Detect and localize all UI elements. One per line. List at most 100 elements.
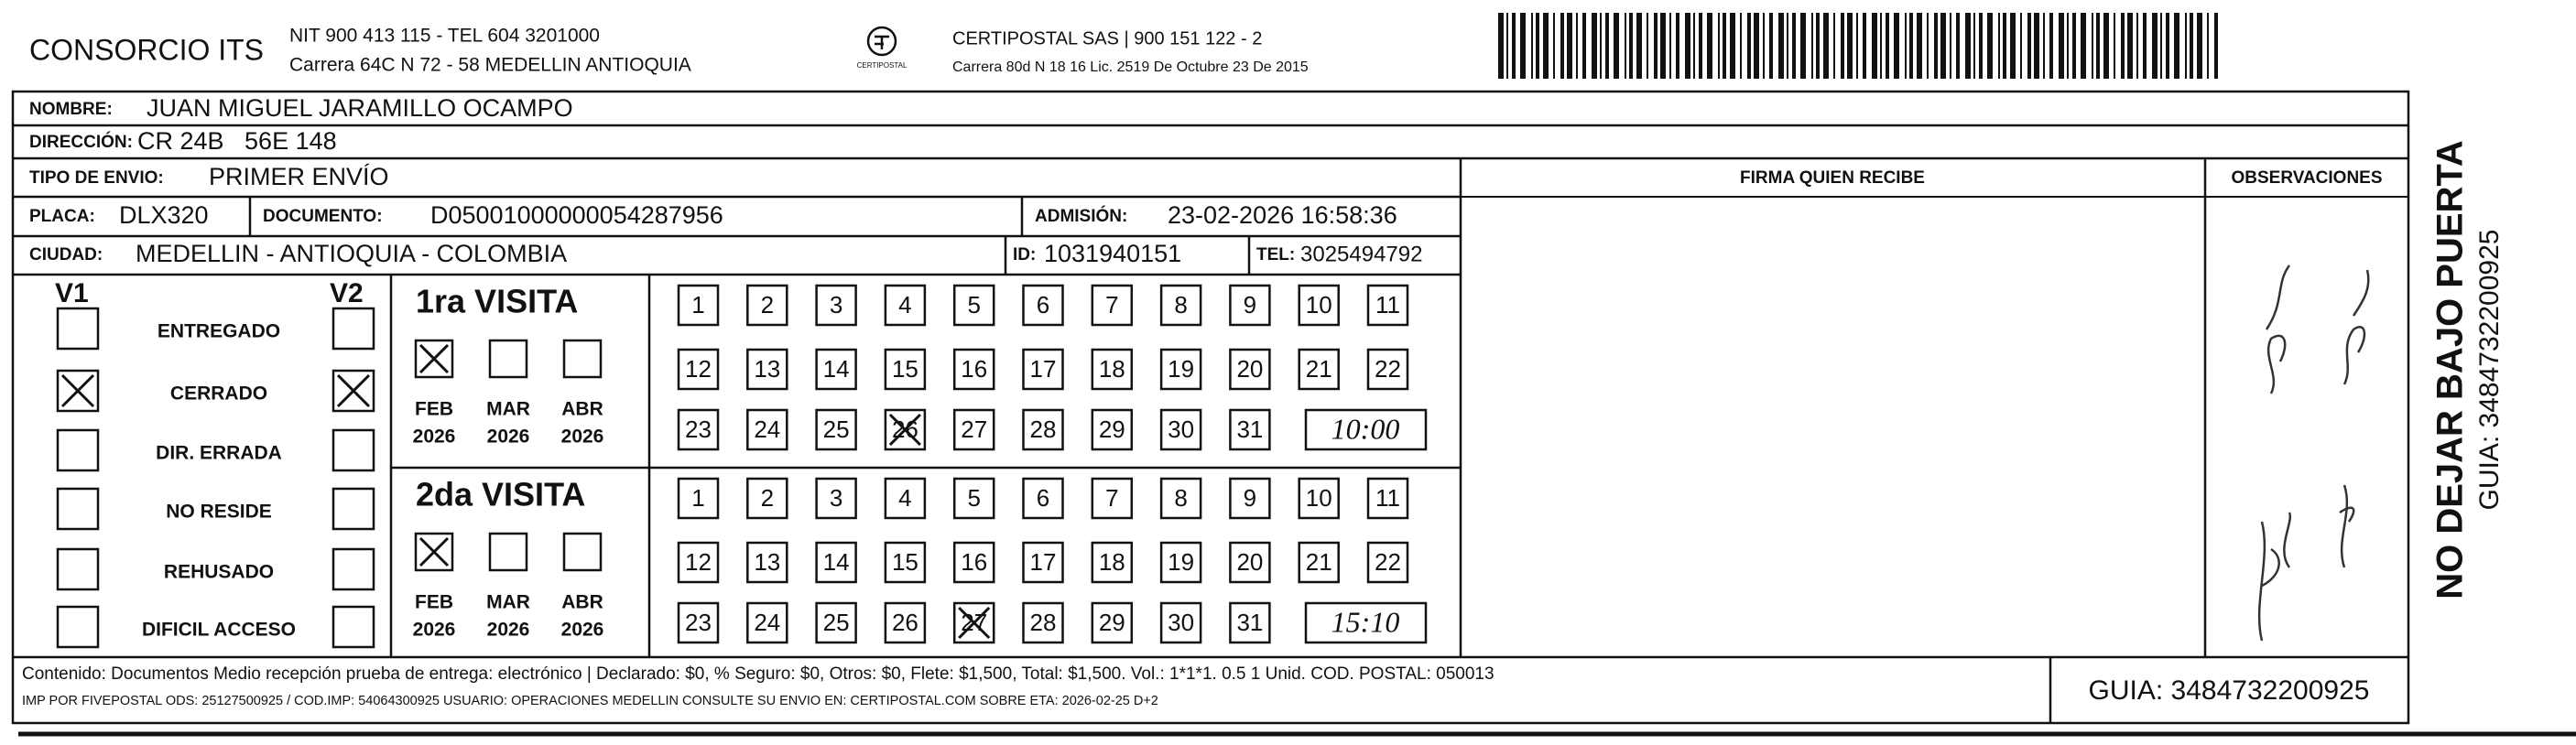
day-box: [1366, 477, 1409, 520]
day-number: 17: [1030, 548, 1057, 576]
v2-label: V2: [330, 278, 364, 308]
day-box: [1298, 477, 1340, 520]
status-label: NO RESIDE: [166, 502, 272, 523]
day-number: 18: [1099, 355, 1125, 383]
day-box: [1022, 541, 1064, 584]
field-value: 3025494792: [1300, 242, 1422, 266]
barcode-bar: [2010, 13, 2016, 79]
month-label: FEB: [415, 399, 453, 420]
footer-contents: Contenido: Documentos Medio recepción pr…: [22, 664, 1495, 684]
day-number: 15: [892, 355, 918, 383]
day-number: 13: [754, 355, 780, 383]
month-year: 2026: [413, 620, 456, 641]
month-label: ABR: [561, 592, 603, 613]
barcode-bar: [2003, 13, 2006, 79]
company-address: Carrera 64C N 72 - 58 MEDELLIN ANTIOQUIA: [289, 55, 691, 76]
day-number: 9: [1244, 484, 1256, 512]
day-box: [1091, 477, 1134, 520]
day-box: [815, 601, 857, 644]
day-box: [952, 477, 995, 520]
day-box: [1022, 348, 1064, 391]
day-box: [1091, 284, 1134, 327]
time-box: [1304, 601, 1428, 644]
day-box: [952, 284, 995, 327]
day-box: [1159, 601, 1202, 644]
visit-title: 2da VISITA: [416, 476, 585, 513]
day-box: [677, 408, 720, 451]
day-box: [884, 348, 927, 391]
barcode-bar: [2092, 13, 2093, 79]
carrier-address: Carrera 80d N 18 16 Lic. 2519 De Octubre…: [952, 59, 1309, 75]
barcode-bar: [1543, 13, 1549, 79]
barcode-bar: [2190, 13, 2193, 79]
day-box: [1229, 601, 1271, 644]
day-number: 29: [1099, 609, 1125, 636]
day-box: [815, 477, 857, 520]
field-label: PLACA:: [29, 207, 95, 226]
v1-checkbox: [56, 547, 100, 591]
day-box: [1229, 284, 1271, 327]
barcode-bar: [2185, 13, 2187, 79]
barcode-bar: [1676, 13, 1679, 79]
day-number: 31: [1236, 609, 1263, 636]
barcode-bar: [2059, 13, 2064, 79]
month-year: 2026: [561, 620, 604, 641]
field-value: PRIMER ENVÍO: [209, 163, 389, 190]
barcode-bar: [1763, 13, 1765, 79]
day-number: 14: [823, 548, 850, 576]
day-box: [746, 541, 788, 584]
day-number: 14: [823, 355, 850, 383]
check-mark: [888, 413, 921, 447]
day-number: 16: [961, 355, 987, 383]
field-value: CR 24B 56E 148: [137, 127, 337, 155]
carrier: CERTIPOSTAL SAS | 900 151 122 - 2: [952, 28, 1262, 49]
barcode-bar: [1998, 13, 2000, 79]
status-label: ENTREGADO: [158, 321, 280, 342]
check-mark: [60, 373, 95, 408]
barcode-bar: [1917, 13, 1922, 79]
month-checkbox: [488, 339, 528, 379]
barcode-bar: [1669, 13, 1671, 79]
barcode-bar: [1592, 13, 1597, 79]
barcode-bar: [2174, 13, 2179, 79]
barcode-bar: [2043, 13, 2045, 79]
barcode-bar: [1506, 13, 1508, 79]
day-number: 25: [823, 416, 850, 443]
day-number: 17: [1030, 355, 1057, 383]
v2-checkbox: [332, 605, 375, 649]
day-box: [1022, 477, 1064, 520]
day-number: 24: [754, 609, 780, 636]
day-box: [815, 284, 857, 327]
barcode-bar: [1847, 13, 1853, 79]
barcode: [1498, 13, 2218, 79]
barcode-bar: [1647, 13, 1648, 79]
field-value: 23-02-2026 16:58:36: [1168, 201, 1397, 229]
day-box: [952, 541, 995, 584]
barcode-bar: [1905, 13, 1907, 79]
day-number: 25: [823, 609, 850, 636]
day-number: 3: [830, 291, 842, 319]
barcode-bar: [1685, 13, 1690, 79]
day-number: 21: [1306, 548, 1332, 576]
day-box: [1091, 408, 1134, 451]
v1-checkbox: [56, 605, 100, 649]
barcode-bar: [1856, 13, 1858, 79]
barcode-bar: [1636, 13, 1642, 79]
status-label: CERRADO: [170, 383, 267, 405]
day-number: 28: [1030, 609, 1057, 636]
month-year: 2026: [487, 426, 530, 448]
day-number: 13: [754, 548, 780, 576]
day-number: 30: [1168, 416, 1194, 443]
day-box: [1366, 541, 1409, 584]
side-guide: GUIA: 3484732200925: [2474, 230, 2505, 511]
day-box: [1366, 348, 1409, 391]
barcode-bar: [2197, 13, 2202, 79]
barcode-bar: [1567, 13, 1572, 79]
barcode-bar: [1979, 13, 1983, 79]
day-box: [1298, 348, 1340, 391]
day-number: 7: [1105, 291, 1118, 319]
barcode-bar: [1909, 13, 1913, 79]
day-number: 22: [1375, 548, 1401, 576]
day-number: 5: [967, 484, 980, 512]
day-box: [1091, 601, 1134, 644]
